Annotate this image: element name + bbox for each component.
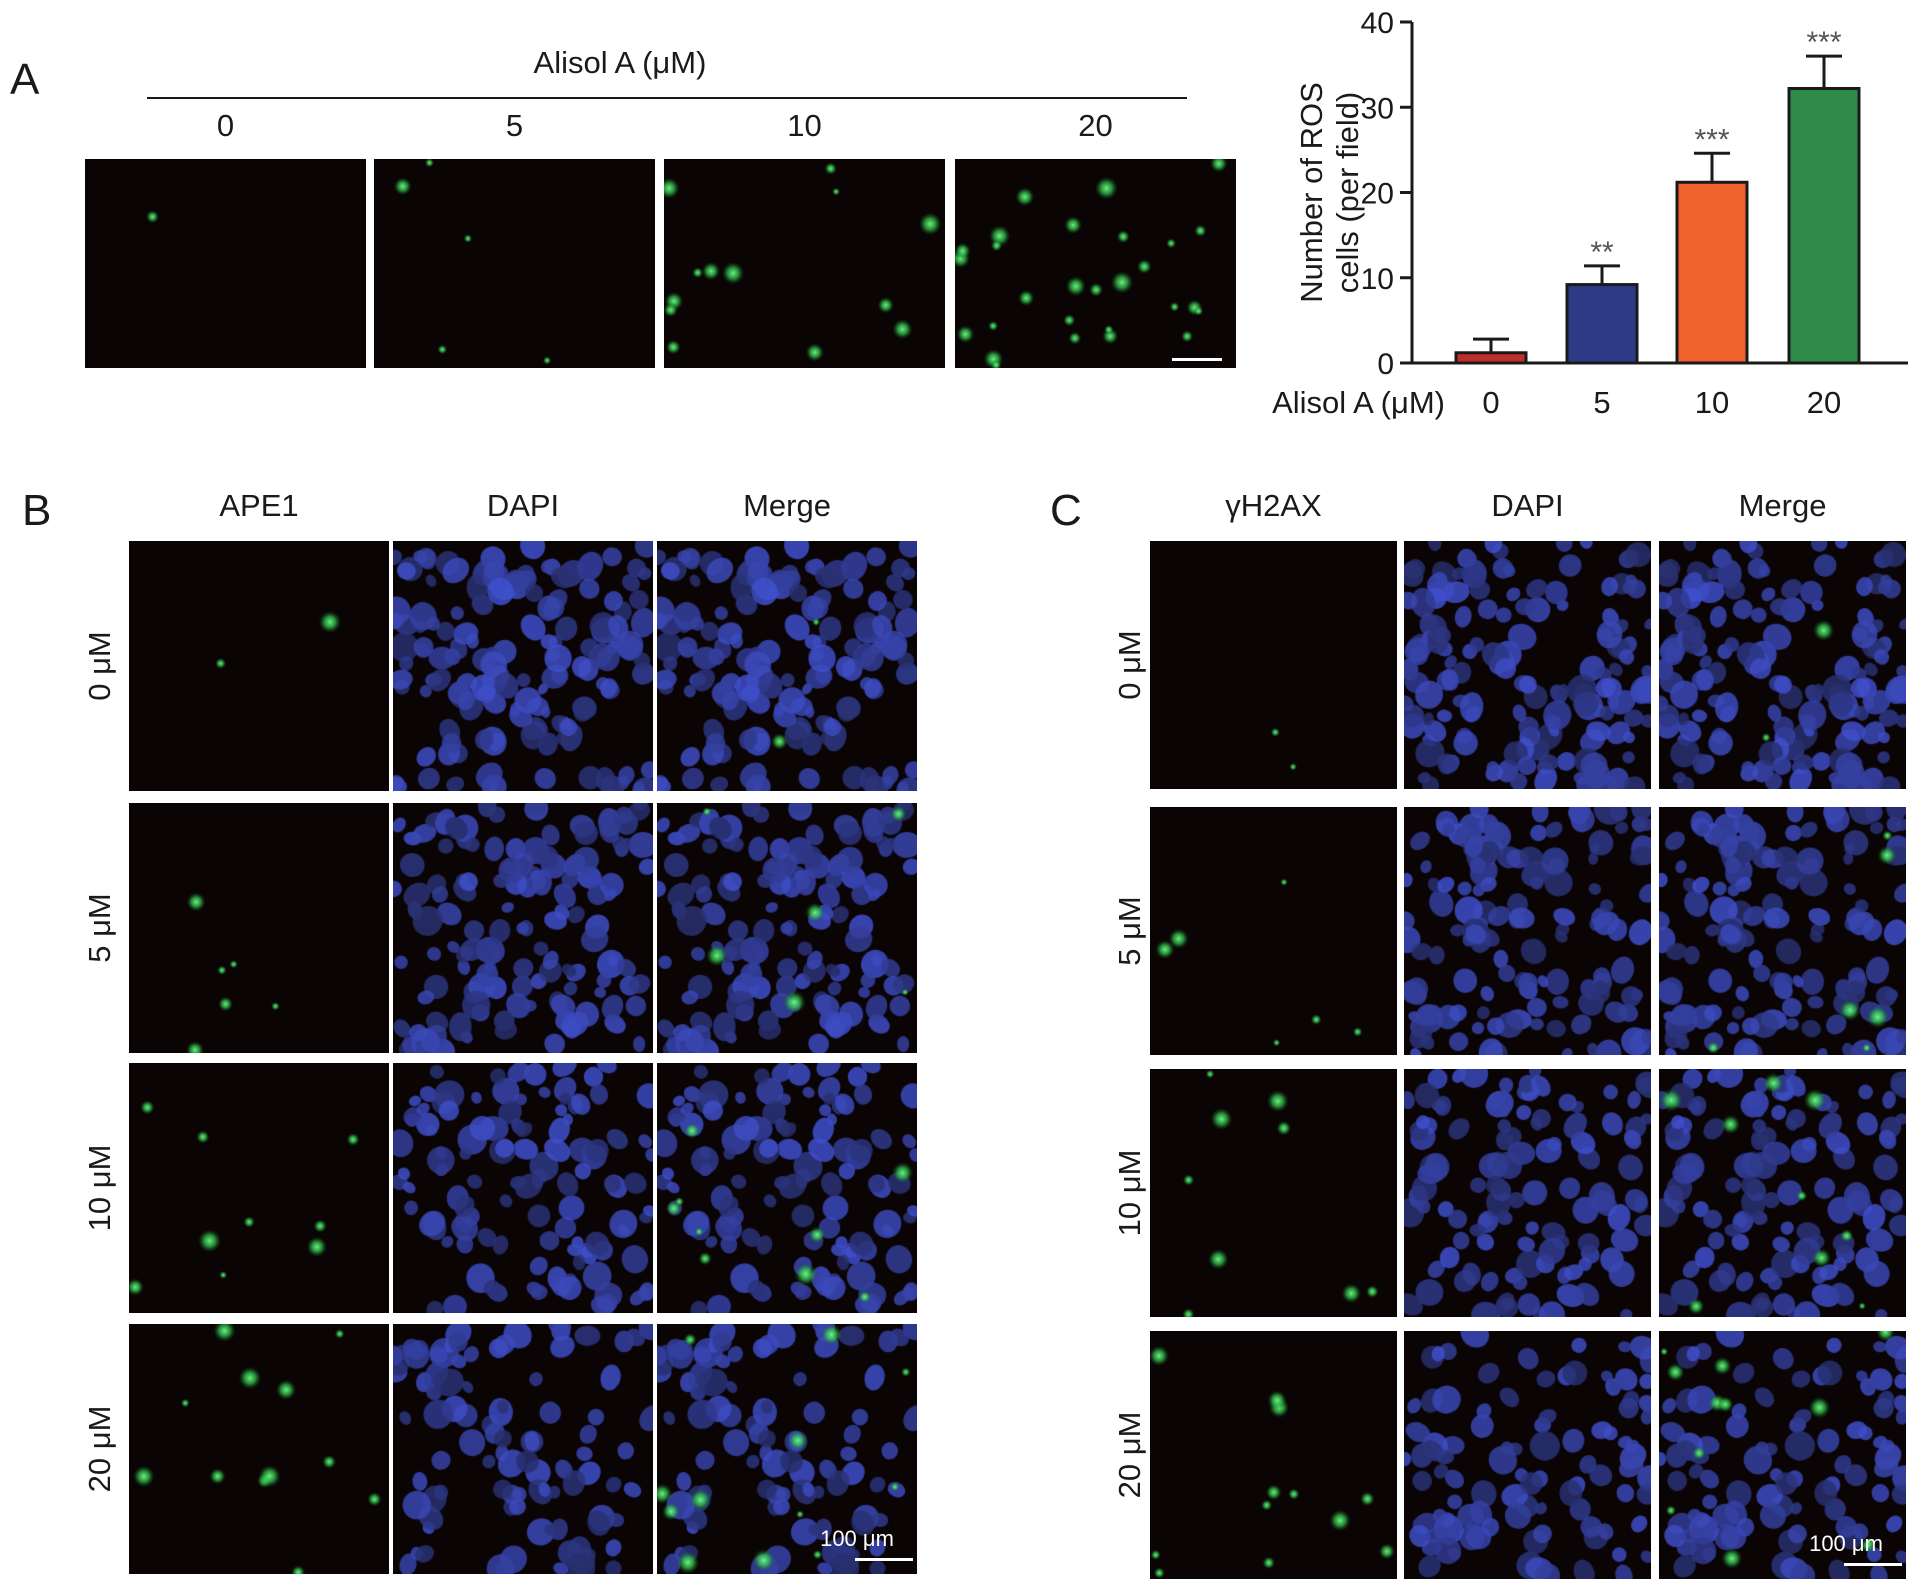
ros-micrograph xyxy=(374,159,655,368)
panel-b-micrograph xyxy=(129,1324,389,1574)
panel-b-row-label: 5 μM xyxy=(82,893,117,963)
panel-b-micrograph xyxy=(657,1324,917,1574)
bar xyxy=(1675,180,1749,365)
y-axis-label: Number of ROS xyxy=(1294,82,1329,303)
panel-b-micrograph xyxy=(657,1063,917,1313)
y-tick-label: 10 xyxy=(1361,263,1394,296)
panel-c-micrograph xyxy=(1404,541,1651,789)
panel-c-micrograph xyxy=(1659,1331,1906,1579)
x-tick-label: 10 xyxy=(1695,385,1729,420)
panel-c-micrograph xyxy=(1150,1331,1397,1579)
significance-label: *** xyxy=(1806,26,1841,59)
panel-a-concentration-label: 5 xyxy=(505,108,524,143)
panel-b-micrograph xyxy=(393,803,653,1053)
panel-b-row-label: 0 μM xyxy=(82,631,117,701)
bar xyxy=(1787,86,1861,365)
panel-c-micrograph xyxy=(1404,807,1651,1055)
panel-a-header: Alisol A (μM) xyxy=(533,45,707,80)
bar xyxy=(1565,283,1639,365)
panel-c-letter: C xyxy=(1050,486,1082,535)
ros-micrograph xyxy=(664,159,945,368)
x-tick-label: 5 xyxy=(1593,385,1610,420)
x-tick-label: 20 xyxy=(1807,385,1841,420)
ros-bar-chart: 0 10 20 30 40 Number of ROS cells (per field) 0… xyxy=(1272,7,1908,420)
panel-b-column-label: APE1 xyxy=(219,488,299,523)
panel-b-letter: B xyxy=(22,486,52,535)
panel-b-micrograph xyxy=(129,541,389,791)
panel-c-column-label: Merge xyxy=(1738,488,1827,523)
panel-b-micrograph xyxy=(657,803,917,1053)
panel-b-micrograph xyxy=(657,541,917,791)
panel-b-micrograph xyxy=(129,803,389,1053)
significance-label: *** xyxy=(1694,123,1729,156)
panel-c-row-label: 10 μM xyxy=(1112,1149,1147,1237)
panel-b-column-label: Merge xyxy=(743,488,831,523)
scale-bar xyxy=(1172,358,1222,361)
ros-micrograph xyxy=(85,159,366,368)
x-tick-label: 0 xyxy=(1482,385,1499,420)
panel-c-micrograph xyxy=(1659,541,1906,789)
panel-c-micrograph xyxy=(1659,807,1906,1055)
y-axis-label: cells (per field) xyxy=(1330,92,1365,294)
y-tick-label: 30 xyxy=(1361,92,1394,125)
panel-c-micrograph xyxy=(1404,1069,1651,1317)
scale-bar xyxy=(855,1558,913,1561)
bar xyxy=(1454,351,1528,365)
significance-label: ** xyxy=(1590,236,1614,269)
panel-c-column-label: γH2AX xyxy=(1225,488,1322,523)
panel-b-row-label: 20 μM xyxy=(82,1405,117,1493)
scale-bar xyxy=(1844,1563,1902,1566)
ros-micrograph xyxy=(955,159,1236,368)
panel-c-micrograph xyxy=(1150,541,1397,789)
scale-bar-label: 100 μm xyxy=(1809,1531,1883,1556)
panel-c-row-label: 20 μM xyxy=(1112,1411,1147,1499)
x-axis-label: Alisol A (μM) xyxy=(1272,385,1445,420)
panel-b-row-label: 10 μM xyxy=(82,1144,117,1232)
y-tick-label: 20 xyxy=(1361,178,1394,211)
panel-c-micrograph xyxy=(1150,1069,1397,1317)
panel-a-letter: A xyxy=(10,55,40,104)
panel-b-column-label: DAPI xyxy=(486,488,560,523)
panel-c-micrograph xyxy=(1659,1069,1906,1317)
panel-c-column-label: DAPI xyxy=(1491,488,1564,523)
panel-a-concentration-label: 10 xyxy=(787,108,822,143)
panel-c-row-label: 0 μM xyxy=(1112,630,1147,700)
panel-b-micrograph xyxy=(393,1063,653,1313)
panel-a-header-rule xyxy=(147,97,1187,99)
panel-b-micrograph xyxy=(393,541,653,791)
panel-b-micrograph xyxy=(393,1324,653,1574)
panel-c-micrograph xyxy=(1150,807,1397,1055)
scale-bar-label: 100 μm xyxy=(820,1526,894,1551)
panel-a-concentration-label: 0 xyxy=(216,108,235,143)
panel-c-micrograph xyxy=(1404,1331,1651,1579)
y-tick-label: 0 xyxy=(1377,348,1394,381)
y-tick-label: 40 xyxy=(1361,7,1394,40)
panel-b-micrograph xyxy=(129,1063,389,1313)
panel-c-row-label: 5 μM xyxy=(1112,896,1147,966)
panel-a-concentration-label: 20 xyxy=(1078,108,1113,143)
